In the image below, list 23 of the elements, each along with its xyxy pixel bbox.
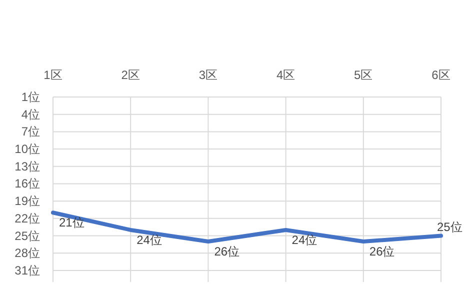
y-tick-label: 13位 xyxy=(14,159,40,174)
data-label: 21位 xyxy=(59,216,84,230)
data-label: 26位 xyxy=(214,244,240,259)
data-label: 26位 xyxy=(369,244,395,259)
data-label: 24位 xyxy=(136,232,162,247)
y-tick-label: 7位 xyxy=(21,124,40,139)
x-tick-label: 3区 xyxy=(198,68,218,82)
x-tick-label: 6区 xyxy=(432,68,450,82)
y-tick-label: 1位 xyxy=(21,90,40,104)
y-tick-label: 31位 xyxy=(14,263,40,278)
data-label: 24位 xyxy=(292,232,318,247)
y-tick-label: 22位 xyxy=(14,211,40,226)
y-tick-label: 19位 xyxy=(14,194,40,208)
x-tick-label: 4区 xyxy=(276,68,296,82)
y-tick-label: 28位 xyxy=(14,246,40,260)
x-tick-label: 2区 xyxy=(121,68,140,82)
data-label: 25位 xyxy=(437,220,462,234)
y-tick-label: 25位 xyxy=(14,228,40,243)
x-tick-label: 5区 xyxy=(354,68,373,82)
x-tick-label: 1区 xyxy=(44,68,62,82)
y-tick-label: 10位 xyxy=(14,142,40,156)
y-tick-label: 4位 xyxy=(21,107,40,122)
y-tick-label: 16位 xyxy=(14,176,40,191)
